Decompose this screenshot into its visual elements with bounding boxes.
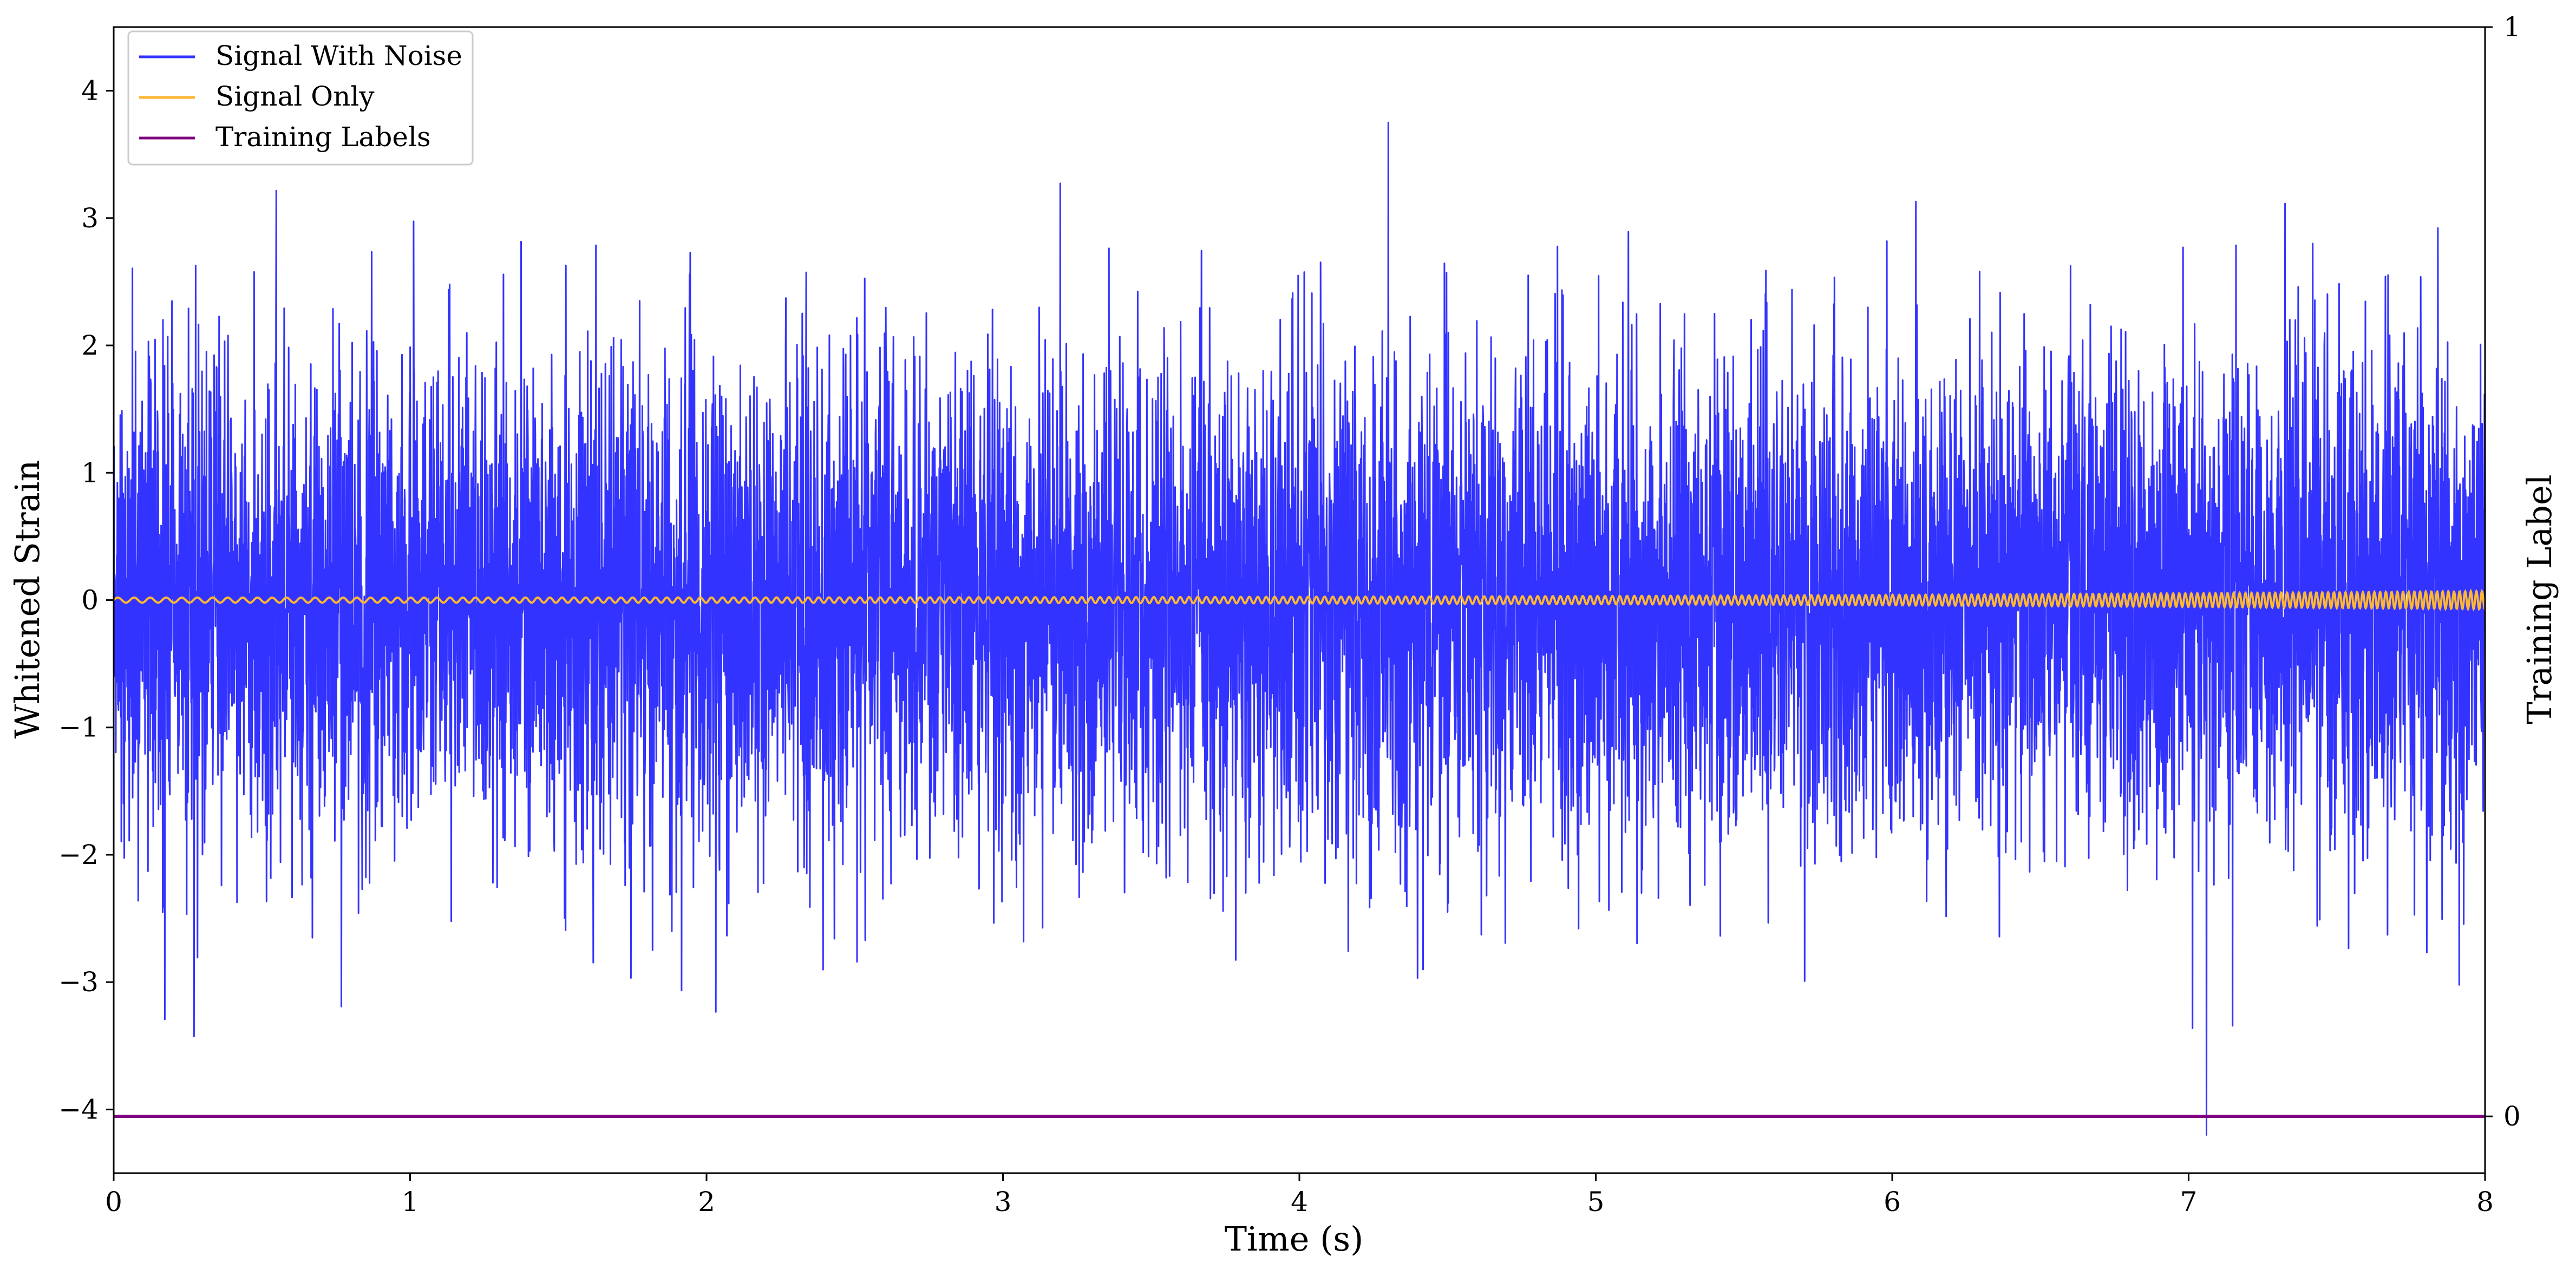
x-axis-label: Time (s) [1225,1219,1364,1259]
y-axis-label: Whitened Strain [8,460,47,739]
y-tick-label: −3 [58,966,99,998]
legend-box [127,30,474,166]
y-tick-label: 1 [81,457,99,488]
x-tick-label: 6 [1884,1186,1901,1218]
x-axis-ticks: 0 1 2 3 4 5 6 7 8 [105,1173,2494,1218]
x-tick-label: 2 [698,1186,715,1218]
y-tick-label: 2 [81,330,99,361]
legend-label-training-labels: Training Labels [215,121,431,153]
x-tick-label: 8 [2476,1186,2494,1218]
y-tick-label: −4 [58,1094,99,1125]
x-tick-label: 4 [1291,1186,1308,1218]
legend-label-signal-with-noise: Signal With Noise [215,40,462,71]
y2-axis-label: Training Label [2520,474,2559,724]
y2-tick-label: 1 [2503,11,2521,43]
x-tick-label: 1 [402,1186,419,1218]
y2-tick-label: 0 [2503,1101,2521,1132]
y-tick-label: −1 [58,712,99,743]
x-tick-label: 3 [995,1186,1012,1218]
y-tick-label: −2 [58,839,99,871]
legend: Signal With Noise Signal Only Training L… [127,30,474,166]
x-tick-label: 5 [1587,1186,1605,1218]
x-tick-label: 0 [105,1186,122,1218]
plot-area [113,121,2486,1136]
x-tick-label: 7 [2180,1186,2198,1218]
y-tick-label: 3 [81,202,99,234]
legend-label-signal-only: Signal Only [215,81,375,112]
y-tick-label: 4 [81,75,99,107]
series-line-signal-with-noise [113,121,2486,1136]
y2-axis-ticks: 01 [2485,11,2521,1132]
y-axis-ticks: −4 −3 −2 −1 0 1 2 3 4 [58,75,114,1125]
y-tick-label: 0 [81,585,99,616]
series-line-signal-only [113,588,2486,612]
